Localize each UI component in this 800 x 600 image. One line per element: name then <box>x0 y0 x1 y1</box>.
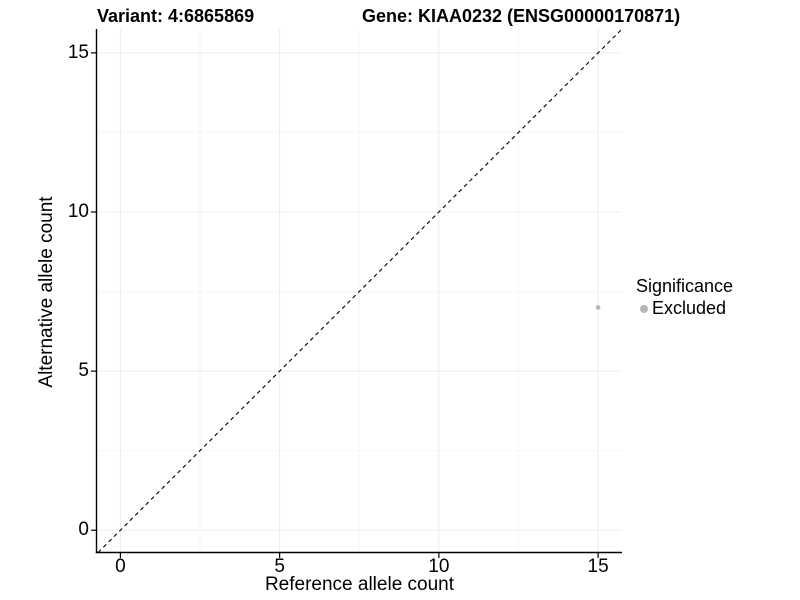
plot-title-gene: Gene: KIAA0232 (ENSG00000170871) <box>362 6 681 26</box>
x-tick-label: 5 <box>274 556 285 577</box>
data-point <box>595 305 601 310</box>
legend-point-icon <box>640 304 648 313</box>
y-axis-title: Alternative allele count <box>36 196 57 388</box>
x-tick-label: 10 <box>428 556 450 577</box>
x-axis-title: Reference allele count <box>264 574 455 595</box>
plot-title-variant: Variant: 4:6865869 <box>97 6 255 26</box>
identity-reference-line <box>97 28 623 553</box>
legend-entry-label: Excluded <box>652 298 727 318</box>
x-tick-label: 0 <box>115 556 126 577</box>
legend-entry-excluded: Excluded <box>636 298 733 319</box>
y-tick-label: 5 <box>78 360 89 382</box>
legend-title: Significance <box>636 276 734 296</box>
x-tick-label: 15 <box>587 556 609 577</box>
y-tick-label: 0 <box>78 519 89 541</box>
y-tick-label: 15 <box>67 41 89 63</box>
y-tick-label: 10 <box>67 200 89 222</box>
legend: Significance Excluded <box>636 276 733 319</box>
